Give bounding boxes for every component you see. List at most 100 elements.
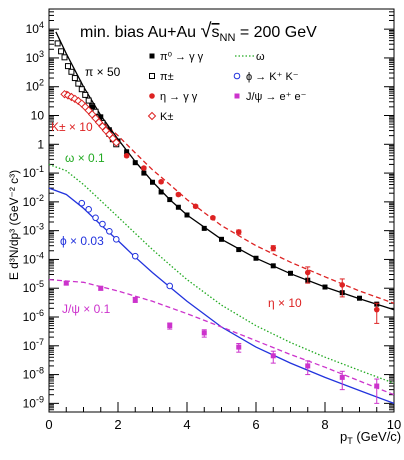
chart-title: min. bias Au+Au √sNN = 200 GeV [80, 20, 317, 44]
data-point [373, 306, 380, 313]
data-point [288, 270, 293, 276]
y-tick-label: 10-3 [23, 222, 44, 238]
y-tick-label: 10-7 [23, 337, 44, 353]
data-point [132, 297, 138, 303]
x-tick-labels: 0 2 4 6 8 10 [45, 417, 401, 432]
data-point [99, 220, 106, 228]
legend-label: π⁰ → γ γ [160, 51, 204, 63]
data-point [123, 152, 130, 159]
y-tick-label: 1 [37, 137, 44, 151]
y-tick-label: 10-4 [23, 250, 44, 266]
data-point [158, 189, 164, 195]
data-point [219, 236, 224, 242]
data-point [58, 48, 65, 55]
annotation-label: ω × 0.1 [65, 151, 105, 165]
annotation-label: π × 50 [85, 65, 121, 79]
y-tick-label: 104 [26, 20, 44, 36]
y-tick-label: 10-6 [23, 308, 44, 324]
data-point [357, 295, 362, 301]
data-point [339, 282, 346, 288]
legend-marker [147, 111, 157, 121]
data-point [184, 212, 190, 218]
data-point [54, 40, 61, 47]
data-point [85, 206, 92, 213]
data-point [270, 263, 276, 269]
legend-marker [234, 93, 240, 99]
data-point [167, 197, 173, 203]
y-tick-label: 102 [26, 78, 44, 94]
data-point [131, 252, 139, 260]
data-point [78, 86, 85, 93]
axis-ticks [48, 8, 395, 412]
data-point [112, 236, 120, 243]
data-point [82, 91, 89, 98]
y-axis-label: E d³N/dp³ (GeV⁻² c³) [7, 170, 21, 280]
data-point [235, 229, 242, 235]
annotation-label: ϕ × 0.03 [60, 234, 104, 248]
legend-marker [233, 72, 241, 80]
curve-J/ψ [48, 278, 395, 396]
curve-ω [48, 163, 395, 384]
y-tick-labels: 10410310210110-110-210-310-410-510-610-7… [23, 20, 45, 410]
x-tick-label: 6 [252, 417, 259, 432]
annotation-label: K± × 10 [51, 120, 93, 134]
data-point [201, 225, 207, 231]
data-point [141, 165, 147, 171]
data-point [150, 179, 155, 185]
data-point [210, 214, 216, 221]
data-point [322, 284, 328, 290]
data-points [54, 40, 380, 404]
plot-frame [48, 8, 395, 413]
data-point [175, 191, 182, 198]
y-tick-label: 10-2 [23, 193, 44, 209]
data-point [124, 149, 130, 155]
legend-label: π± [160, 71, 174, 83]
y-tick-label: 10-1 [23, 164, 44, 180]
data-point [71, 75, 78, 82]
x-tick-label: 0 [45, 417, 52, 432]
data-point [68, 68, 75, 75]
data-point [305, 363, 311, 369]
data-point [167, 323, 173, 329]
data-point [64, 63, 71, 70]
data-point [201, 330, 207, 336]
data-point [112, 138, 121, 147]
y-tick-label: 10-8 [23, 366, 44, 382]
data-point [92, 214, 99, 222]
data-point [132, 160, 138, 166]
legend-label: J/ψ → e⁺ e⁻ [246, 91, 307, 103]
legend-label: K± [160, 111, 173, 123]
legend-marker [149, 53, 155, 59]
data-point [270, 245, 277, 251]
data-point [304, 269, 311, 276]
x-axis-label: pT (GeV/c) [340, 429, 401, 446]
data-point [98, 285, 104, 291]
y-tick-label: 103 [26, 49, 44, 65]
y-tick-label: 10 [31, 109, 45, 123]
data-point [270, 353, 276, 359]
series-annotations: π × 50 K± × 10 ω × 0.1 ϕ × 0.03 J/ψ × 0.1 η ×… [51, 65, 302, 316]
data-point [158, 178, 164, 185]
data-point [253, 255, 259, 261]
x-tick-label: 2 [114, 417, 121, 432]
y-tick-label: 10-9 [23, 394, 44, 410]
x-tick-label: 8 [321, 417, 328, 432]
data-point [85, 97, 92, 104]
legend-label: η → γ γ [160, 91, 198, 103]
data-point [339, 374, 345, 380]
data-point [106, 227, 113, 235]
data-point [78, 199, 86, 207]
data-point [236, 344, 242, 350]
data-point [61, 54, 68, 61]
data-point [236, 247, 242, 253]
data-point [70, 94, 80, 104]
data-point [141, 170, 147, 176]
legend-label: ω [256, 51, 265, 63]
sqrt-symbol: √ [201, 20, 212, 42]
data-point [63, 280, 69, 286]
data-point [192, 203, 199, 210]
data-point [106, 127, 112, 133]
data-point [75, 80, 82, 87]
data-point [89, 104, 95, 110]
